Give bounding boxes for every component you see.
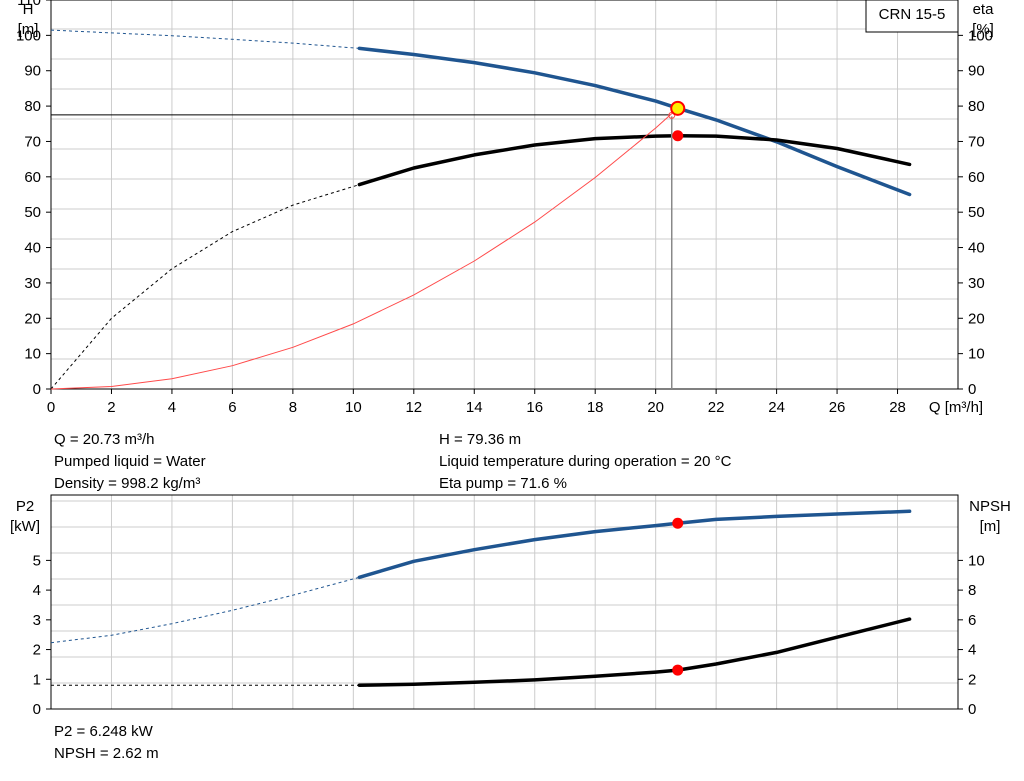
y-tick-label-left: 80 bbox=[24, 98, 41, 115]
right-axis-title: [%] bbox=[972, 21, 994, 38]
liquid-temperature: Liquid temperature during operation = 20… bbox=[439, 453, 732, 470]
series-eta-curve bbox=[357, 134, 912, 187]
x-tick-label: 20 bbox=[647, 399, 664, 416]
duty-info-bottom: P2 = 6.248 kW NPSH = 2.62 m bbox=[54, 721, 159, 765]
x-tick-label: 0 bbox=[47, 399, 55, 416]
duty-info-left: Q = 20.73 m³/h Pumped liquid = Water Den… bbox=[54, 429, 206, 495]
npsh-value: NPSH = 2.62 m bbox=[54, 745, 159, 762]
right-axis-title: [m] bbox=[980, 518, 1001, 535]
y-tick-label-right: 60 bbox=[968, 169, 985, 186]
y-tick-label-right: 90 bbox=[968, 63, 985, 80]
y-tick-label-left: 30 bbox=[24, 275, 41, 292]
plot-frame bbox=[50, 0, 959, 390]
pumped-liquid: Pumped liquid = Water bbox=[54, 453, 206, 470]
y-tick-label-right: 2 bbox=[968, 671, 976, 688]
x-tick-label: 16 bbox=[526, 399, 543, 416]
y-tick-label-right: 70 bbox=[968, 133, 985, 150]
x-tick-label: 18 bbox=[587, 399, 604, 416]
x-tick-label: 12 bbox=[405, 399, 422, 416]
y-tick-label-right: 50 bbox=[968, 204, 985, 221]
series-P2-curve bbox=[357, 509, 912, 580]
y-tick-label-left: 100 bbox=[16, 27, 41, 44]
x-tick-label: 24 bbox=[768, 399, 785, 416]
left-axis-title: [m] bbox=[18, 21, 39, 38]
pump-label-box: CRN 15-5 bbox=[865, 0, 959, 33]
y-tick-label-right: 8 bbox=[968, 582, 976, 599]
y-tick-label-left: 3 bbox=[33, 612, 41, 629]
plot-frame bbox=[50, 494, 959, 710]
x-axis-title: Q [m³/h] bbox=[929, 399, 983, 416]
y-tick-label-left: 10 bbox=[24, 346, 41, 363]
y-tick-label-right: 4 bbox=[968, 642, 976, 659]
x-tick-label: 28 bbox=[889, 399, 906, 416]
duty-info-right: H = 79.36 m Liquid temperature during op… bbox=[439, 429, 731, 495]
head-efficiency-chart: 0102030405060708090100110010203040506070… bbox=[16, 0, 994, 416]
y-tick-label-left: 110 bbox=[17, 0, 41, 9]
left-axis-title: H bbox=[23, 1, 34, 18]
head-value: H = 79.36 m bbox=[439, 431, 522, 448]
y-tick-label-left: 0 bbox=[33, 381, 41, 398]
p2-value: P2 = 6.248 kW bbox=[54, 723, 153, 740]
y-tick-label-left: 90 bbox=[24, 63, 41, 80]
head-duty-point bbox=[670, 100, 686, 116]
y-tick-label-left: 70 bbox=[24, 133, 41, 150]
power-npsh-chart: 0 1 2 3 4 5 0 2 4 6 8 10 P2 [kW] NPSH [m] bbox=[10, 494, 1011, 718]
y-tick-label-right: 80 bbox=[968, 98, 985, 115]
x-tick-label: 10 bbox=[345, 399, 362, 416]
pump-label: CRN 15-5 bbox=[879, 6, 946, 23]
series-NPSH-curve bbox=[357, 617, 912, 687]
y-tick-label-right: 10 bbox=[968, 346, 985, 363]
y-tick-label-right: 30 bbox=[968, 275, 985, 292]
y-tick-label-left: 60 bbox=[24, 169, 41, 186]
y-tick-label-left: 2 bbox=[33, 642, 41, 659]
y-tick-label-right: 6 bbox=[968, 612, 976, 629]
x-tick-label: 8 bbox=[289, 399, 297, 416]
flow-value: Q = 20.73 m³/h bbox=[54, 431, 155, 448]
y-tick-label-right: 0 bbox=[968, 701, 976, 718]
series-system-system-curve bbox=[50, 107, 679, 390]
y-tick-label-right: 0 bbox=[968, 381, 976, 398]
x-tick-label: 4 bbox=[168, 399, 176, 416]
y-tick-label-left: 4 bbox=[33, 582, 41, 599]
y-tick-label-left: 0 bbox=[33, 701, 41, 718]
density-value: Density = 998.2 kg/m³ bbox=[54, 475, 201, 492]
y-tick-label-left: 20 bbox=[24, 310, 41, 327]
y-tick-label-left: 40 bbox=[24, 240, 41, 257]
y-tick-label-right: 20 bbox=[968, 310, 985, 327]
y-tick-label-left: 1 bbox=[33, 671, 41, 688]
x-tick-label: 26 bbox=[829, 399, 846, 416]
x-tick-label: 6 bbox=[228, 399, 236, 416]
series-P2-extrapolated bbox=[50, 576, 360, 644]
eta-pump-value: Eta pump = 71.6 % bbox=[439, 475, 567, 492]
y-tick-label-right: 40 bbox=[968, 240, 985, 257]
y-tick-label-right: 10 bbox=[968, 552, 985, 569]
eta-duty-point bbox=[672, 130, 684, 142]
y-tick-label-left: 50 bbox=[24, 204, 41, 221]
x-tick-label: 2 bbox=[107, 399, 115, 416]
series-H-curve bbox=[357, 46, 912, 197]
series-eta-extrapolated bbox=[50, 184, 360, 390]
left-axis-title: [kW] bbox=[10, 518, 40, 535]
right-axis-title: NPSH bbox=[969, 498, 1011, 515]
x-tick-label: 14 bbox=[466, 399, 483, 416]
y-tick-label-left: 5 bbox=[33, 552, 41, 569]
p2-duty-point bbox=[672, 517, 684, 529]
npsh-duty-point bbox=[672, 664, 684, 676]
y-tick-label-right: 100 bbox=[968, 27, 993, 44]
right-axis-title: eta bbox=[973, 1, 995, 18]
x-tick-label: 22 bbox=[708, 399, 725, 416]
left-axis-title: P2 bbox=[16, 498, 34, 515]
series-H-extrapolated bbox=[50, 29, 360, 49]
